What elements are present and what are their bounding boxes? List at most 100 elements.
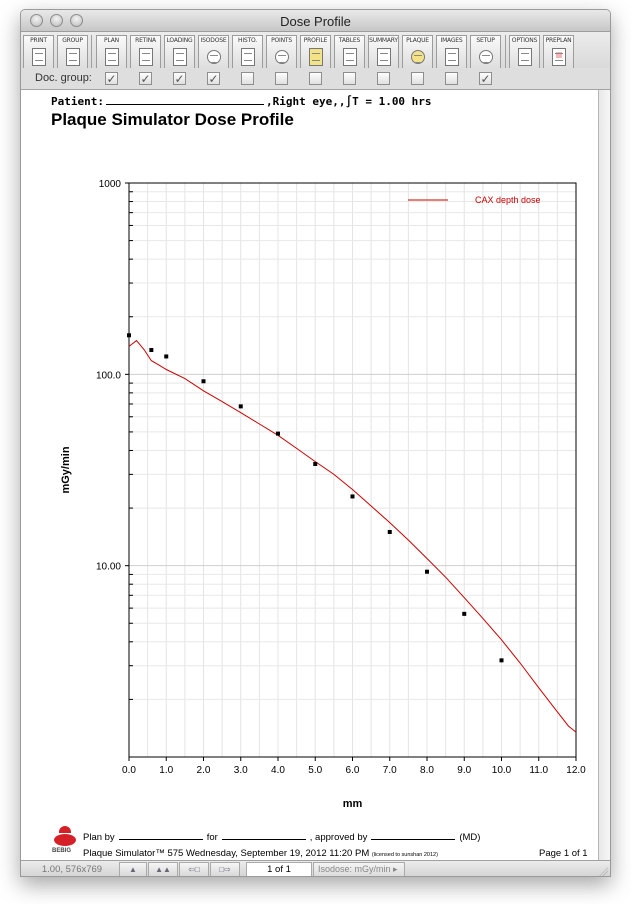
doc-group-checkbox-4[interactable]: ✓ <box>207 72 220 86</box>
toolbar-button-label: POINTS <box>271 37 292 44</box>
patient-label: Patient: <box>51 95 104 108</box>
profile-button[interactable]: PROFILE <box>300 35 331 71</box>
status-bar: 1.00, 576x769 ▲ ▲▲ ⇦□ □⇨ 1 of 1 Isodose:… <box>21 860 610 876</box>
y-tick-label: 1000 <box>99 179 122 190</box>
summary-button[interactable]: SUMMARY <box>368 35 399 71</box>
plaque-icon <box>411 50 425 64</box>
measured-point <box>164 354 169 359</box>
measured-point <box>127 333 131 338</box>
x-tick-label: 3.0 <box>234 765 248 776</box>
x-tick-label: 6.0 <box>346 765 360 776</box>
histogram-icon <box>241 48 255 66</box>
title-bar[interactable]: Dose Profile <box>21 10 610 32</box>
units-selector[interactable]: Isodose: mGy/min ▸ <box>313 862 405 876</box>
options-button[interactable]: OPTIONS <box>509 35 540 71</box>
x-axis-label: mm <box>343 798 363 810</box>
scroll-up-icon[interactable]: ▲ <box>119 862 147 876</box>
plan-button[interactable]: PLAN <box>96 35 127 71</box>
units-label: Isodose: mGy/min <box>318 864 391 874</box>
images-button[interactable]: IMAGES <box>436 35 467 71</box>
window-title: Dose Profile <box>280 14 351 29</box>
doc-group-checkbox-7[interactable] <box>309 72 322 85</box>
x-tick-label: 10.0 <box>492 765 512 776</box>
zoom-button[interactable] <box>70 14 83 27</box>
doc-group-checkbox-5[interactable] <box>241 72 254 85</box>
x-tick-label: 5.0 <box>308 765 322 776</box>
tables-button[interactable]: TABLES <box>334 35 365 71</box>
plaque-button[interactable]: PLAQUE <box>402 35 433 71</box>
resize-grip[interactable] <box>598 866 608 876</box>
doc-group-checkbox-6[interactable] <box>275 72 288 85</box>
cax-depth-dose-line <box>128 339 577 733</box>
doc-group-checkbox-3[interactable]: ✓ <box>173 72 186 86</box>
images-icon <box>445 48 459 66</box>
toolbar-button-label: HISTO. <box>238 37 257 44</box>
points-button[interactable]: POINTS <box>266 35 297 71</box>
patient-details: ,Right eye,,∫T = 1.00 hrs <box>265 95 432 108</box>
x-tick-label: 4.0 <box>271 765 285 776</box>
y-tick-label: 100.0 <box>96 370 121 381</box>
x-tick-label: 2.0 <box>197 765 211 776</box>
plan-by-blank <box>118 832 203 840</box>
group-button[interactable]: GROUP <box>57 35 88 71</box>
toolbar-button-label: PLAN <box>104 37 119 44</box>
x-tick-label: 12.0 <box>566 765 586 776</box>
patient-name-blank <box>105 96 264 105</box>
close-button[interactable] <box>30 14 43 27</box>
measured-point <box>462 611 467 616</box>
print-button[interactable]: PRINT <box>23 35 54 71</box>
tables-icon <box>343 48 357 66</box>
vertical-scrollbar[interactable] <box>598 90 610 860</box>
plan-icon <box>105 48 119 66</box>
doc-group-checkbox-1[interactable]: ✓ <box>105 72 118 86</box>
histo-button[interactable]: HISTO. <box>232 35 263 71</box>
measured-point <box>499 658 504 663</box>
doc-group-checkbox-2[interactable]: ✓ <box>139 72 152 86</box>
toolbar-button-label: ISODOSE <box>200 37 227 44</box>
measured-point <box>276 431 280 436</box>
measured-point <box>425 569 429 574</box>
minimize-button[interactable] <box>50 14 63 27</box>
doc-group-checkbox-12[interactable]: ✓ <box>479 72 492 86</box>
toolbar-button-label: GROUP <box>62 37 83 44</box>
measured-point <box>238 404 243 409</box>
y-axis-label: mGy/min <box>60 446 72 493</box>
measured-point <box>201 379 206 384</box>
doc-group-checkbox-9[interactable] <box>377 72 390 85</box>
x-tick-label: 7.0 <box>383 765 397 776</box>
legend-label: CAX depth dose <box>475 195 541 205</box>
doc-group-label: Doc. group: <box>35 72 92 84</box>
x-tick-label: 1.0 <box>159 765 173 776</box>
retina-button[interactable]: RETINA <box>130 35 161 71</box>
toolbar-button-label: PROFILE <box>303 37 328 44</box>
page-number: Page 1 of 1 <box>539 848 588 859</box>
loading-button[interactable]: LOADING <box>164 35 195 71</box>
preplan-button[interactable]: PREPLAN <box>543 35 574 71</box>
doc-group-checkbox-10[interactable] <box>411 72 424 85</box>
for-blank <box>221 832 306 840</box>
toolbar-button-label: LOADING <box>166 37 193 44</box>
prev-page-icon[interactable]: ⇦□ <box>179 862 209 876</box>
doc-group-bar: Doc. group: ✓ ✓ ✓ ✓ ✓ <box>21 68 610 90</box>
measured-point <box>350 494 355 499</box>
page-footer: BEBIG Plan by for , approved by (MD) Plaque… <box>21 815 598 860</box>
x-tick-label: 8.0 <box>420 765 434 776</box>
loading-icon <box>173 48 187 66</box>
next-page-icon[interactable]: □⇨ <box>210 862 240 876</box>
dose-profile-chart: 0.0 1.0 2.0 3.0 4.0 5.0 6.0 7.0 8.0 9.0 10.0 11.0 12… <box>60 179 586 810</box>
measured-point <box>387 529 392 534</box>
measured-point <box>313 461 318 466</box>
dose-profile-window: Dose Profile PRINT GROUP PLAN RETINA LOADING… <box>20 9 611 877</box>
toolbar-button-label: SUMMARY <box>369 37 398 44</box>
doc-group-checkbox-8[interactable] <box>343 72 356 85</box>
group-printer-icon <box>66 48 80 66</box>
document-page: Patient: ,Right eye,,∫T = 1.00 hrs Plaque… <box>21 90 598 860</box>
page-field[interactable]: 1 of 1 <box>246 862 312 876</box>
summary-icon <box>377 48 391 66</box>
isodose-button[interactable]: ISODOSE <box>198 35 229 71</box>
page-up-icon[interactable]: ▲▲ <box>148 862 178 876</box>
doc-group-checkbox-11[interactable] <box>445 72 458 85</box>
retina-icon <box>139 48 153 66</box>
approved-by-label: , approved by <box>309 832 368 843</box>
setup-button[interactable]: SETUP <box>470 35 501 71</box>
